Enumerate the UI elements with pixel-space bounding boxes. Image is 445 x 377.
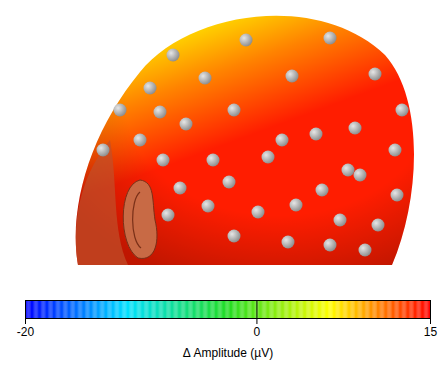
svg-text:Δ Amplitude (µV): Δ Amplitude (µV)	[183, 346, 273, 360]
svg-text:0: 0	[254, 325, 261, 339]
svg-text:-20: -20	[17, 325, 35, 339]
svg-text:15: 15	[424, 325, 438, 339]
